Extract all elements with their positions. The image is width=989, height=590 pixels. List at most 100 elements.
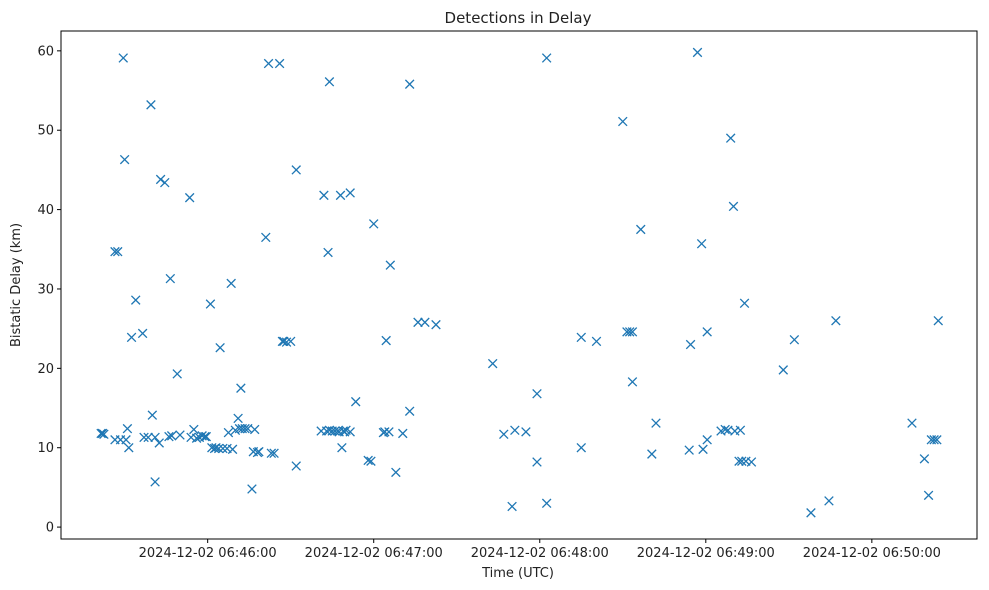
data-point [933,315,944,326]
data-point [99,429,109,439]
data-point [189,424,199,435]
data-point [499,429,509,439]
data-point [263,58,274,69]
data-point [624,327,635,337]
data-point [121,435,131,445]
data-point [702,435,712,445]
data-point [154,438,165,448]
data-point [739,298,750,309]
x-axis-ticks: 2024-12-02 06:46:00 2024-12-02 06:47:00 20… [139,539,941,561]
data-point [274,58,285,69]
plot-area [60,30,978,540]
y-tick-label: 10 [37,441,54,456]
data-point [919,454,930,464]
data-point [907,418,917,428]
data-point [576,332,587,343]
data-point [627,377,638,387]
y-axis-ticks: 0 10 20 30 40 50 60 [37,44,61,536]
data-point [254,446,264,457]
data-point [651,418,661,428]
chart-title: Detections in Delay [445,9,592,27]
data-point [636,224,646,235]
data-markers [96,47,944,518]
y-tick-label: 40 [37,203,54,218]
data-point [240,423,250,434]
data-point [160,177,170,188]
y-tick-label: 20 [37,362,54,377]
y-tick-label: 30 [37,282,54,297]
data-point [385,260,396,270]
data-point [164,431,174,442]
data-point [345,427,355,437]
data-point [381,335,391,346]
data-point [413,317,423,328]
data-point [201,431,212,442]
data-point [725,133,736,143]
data-point [166,431,177,441]
data-point [698,444,708,455]
data-point [146,100,156,110]
data-point [137,328,148,339]
data-point [345,188,355,198]
data-point [728,201,739,212]
data-point [172,369,182,379]
data-point [737,456,747,466]
data-point [366,456,376,466]
data-point [227,444,238,455]
data-point [143,432,153,443]
data-point [510,425,520,436]
data-point [291,165,301,175]
data-point [266,448,277,459]
data-point [96,428,106,439]
data-point [431,319,441,330]
data-point [932,435,942,445]
data-point [200,431,210,442]
x-tick-label: 2024-12-02 06:46:00 [139,546,277,561]
data-point [507,501,517,512]
data-point [929,435,939,445]
data-point [391,467,401,478]
data-point [720,424,730,435]
data-point [223,427,234,438]
x-axis-label: Time (UTC) [481,566,554,581]
data-point [778,365,789,375]
data-point [261,232,271,243]
data-point [735,425,746,436]
data-point [285,336,296,347]
data-point [923,490,934,501]
data-point [420,317,430,328]
data-point [150,432,160,443]
data-point [335,190,346,201]
data-point [591,336,602,347]
data-point [175,430,185,440]
data-point [692,47,703,58]
data-point [112,246,123,257]
data-point [150,477,160,487]
data-point [824,496,834,506]
data-point [233,413,243,424]
data-point [350,396,361,407]
data-point [363,455,373,466]
data-point [236,383,246,393]
x-tick-label: 2024-12-02 06:48:00 [471,546,609,561]
data-point [323,247,333,258]
data-point [165,273,176,284]
data-point [702,327,712,337]
data-point [279,336,289,347]
data-point [576,442,587,453]
data-point [139,432,149,443]
data-point [384,427,394,437]
data-point [184,192,195,203]
x-tick-label: 2024-12-02 06:49:00 [637,546,775,561]
data-point [205,299,216,309]
data-point [685,339,696,350]
data-point [218,443,228,454]
x-tick-label: 2024-12-02 06:50:00 [803,546,941,561]
data-point [319,190,329,201]
data-point [696,238,707,249]
data-point [532,388,542,399]
data-point [147,410,158,420]
data-point [627,327,638,337]
data-point [532,457,542,467]
data-point [247,484,257,494]
